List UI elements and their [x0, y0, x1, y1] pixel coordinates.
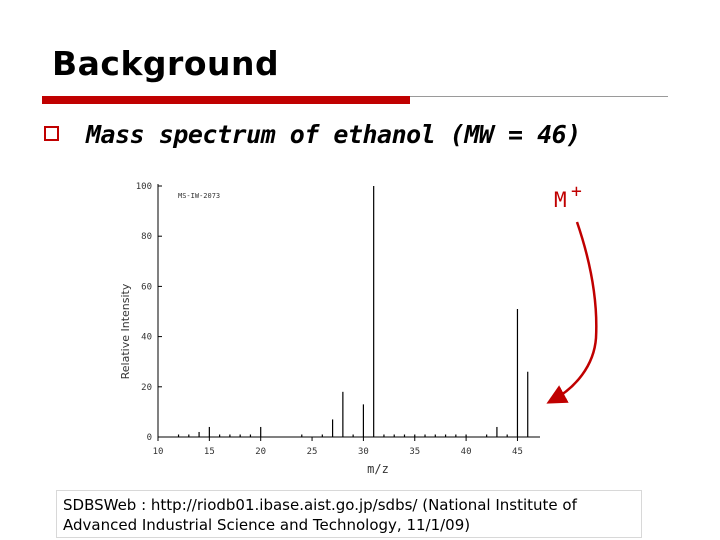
y-tick-label: 60: [141, 282, 152, 292]
molecular-ion-label: M +: [548, 181, 602, 217]
bullet-square-icon: [44, 126, 59, 141]
x-tick-label: 15: [204, 447, 215, 457]
source-citation: SDBSWeb : http://riodb01.ibase.aist.go.j…: [56, 490, 642, 538]
x-tick-label: 10: [153, 447, 164, 457]
title-underline-rule: [410, 96, 668, 97]
slide-title: Background: [52, 44, 280, 83]
chart-svg: 0 20 40 60 80 100 10 15 20 25 30 35 40 45 MS-IW-2073 m/…: [119, 182, 540, 476]
x-tick-label: 45: [512, 447, 523, 457]
x-tick-label: 30: [358, 447, 369, 457]
x-axis-label: m/z: [367, 462, 389, 476]
y-tick-label: 40: [141, 333, 152, 343]
y-axis-label: Relative Intensity: [119, 283, 132, 379]
x-tick-label: 25: [307, 447, 318, 457]
molecular-ion-arrow: [546, 221, 598, 404]
spectrum-code-label: MS-IW-2073: [178, 192, 220, 200]
y-tick-label: 20: [141, 383, 152, 393]
x-tick-label: 40: [461, 447, 472, 457]
mass-spectrum-chart: 0 20 40 60 80 100 10 15 20 25 30 35 40 45 MS-IW-2073 m/…: [118, 168, 582, 480]
y-tick-label: 0: [147, 433, 152, 443]
molecular-ion-charge: +: [571, 181, 582, 202]
molecular-ion-letter: M: [554, 188, 567, 212]
x-tick-label: 20: [255, 447, 266, 457]
x-tick-label: 35: [409, 447, 420, 457]
y-tick-label: 100: [136, 182, 152, 192]
title-underline-accent: [42, 96, 410, 104]
y-tick-label: 80: [141, 232, 152, 242]
bullet-text: Mass spectrum of ethanol (MW = 46): [86, 120, 581, 149]
